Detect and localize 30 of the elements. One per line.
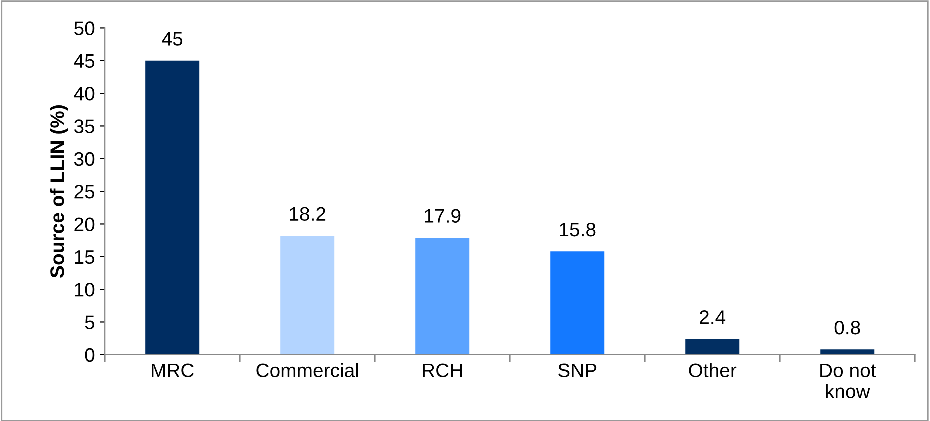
- y-tick-label: 10: [75, 283, 95, 297]
- y-tick-label: 5: [85, 316, 95, 330]
- y-axis-title: Source of LLIN (%): [50, 106, 68, 278]
- y-tick-label: 45: [74, 54, 95, 68]
- bar: [820, 350, 875, 355]
- y-tick-label: 30: [74, 152, 95, 166]
- data-label: 18.2: [290, 207, 326, 222]
- y-tick-label: 0: [85, 348, 95, 362]
- bar: [416, 238, 470, 355]
- bar: [146, 60, 200, 355]
- x-tick-label: Commercial: [256, 363, 358, 378]
- x-tick-label: MRC: [152, 364, 194, 378]
- y-tick-label: 15: [75, 250, 95, 264]
- x-tick-label: SNP: [558, 364, 597, 378]
- y-tick-label: 35: [74, 120, 95, 134]
- bar: [550, 252, 605, 355]
- data-label: 45: [162, 32, 183, 46]
- y-tick-label: 50: [74, 22, 95, 36]
- data-label: 15.8: [560, 222, 596, 237]
- data-label: 2.4: [700, 310, 726, 324]
- data-label: 17.9: [425, 209, 461, 223]
- x-tick-label: Do not know: [820, 364, 876, 398]
- x-tick-label: Other: [689, 363, 737, 378]
- x-tick-label: RCH: [423, 364, 462, 378]
- y-tick-label: 40: [74, 87, 95, 101]
- y-tick-label: 25: [74, 185, 95, 199]
- y-tick-label: 20: [74, 218, 95, 232]
- bar: [280, 236, 335, 355]
- data-label: 0.8: [834, 320, 860, 335]
- bar: [686, 339, 740, 355]
